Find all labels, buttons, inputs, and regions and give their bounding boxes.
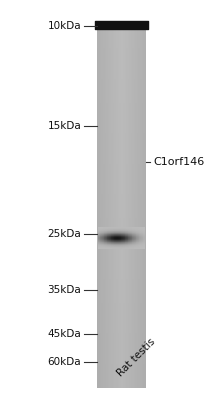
Text: C1orf146: C1orf146 — [153, 157, 205, 167]
Text: 60kDa: 60kDa — [48, 357, 81, 367]
Text: 45kDa: 45kDa — [48, 329, 81, 339]
Text: 25kDa: 25kDa — [48, 229, 81, 239]
Text: 10kDa: 10kDa — [48, 21, 81, 31]
Text: Rat testis: Rat testis — [115, 336, 157, 378]
Text: 15kDa: 15kDa — [48, 121, 81, 131]
Text: 35kDa: 35kDa — [48, 285, 81, 295]
